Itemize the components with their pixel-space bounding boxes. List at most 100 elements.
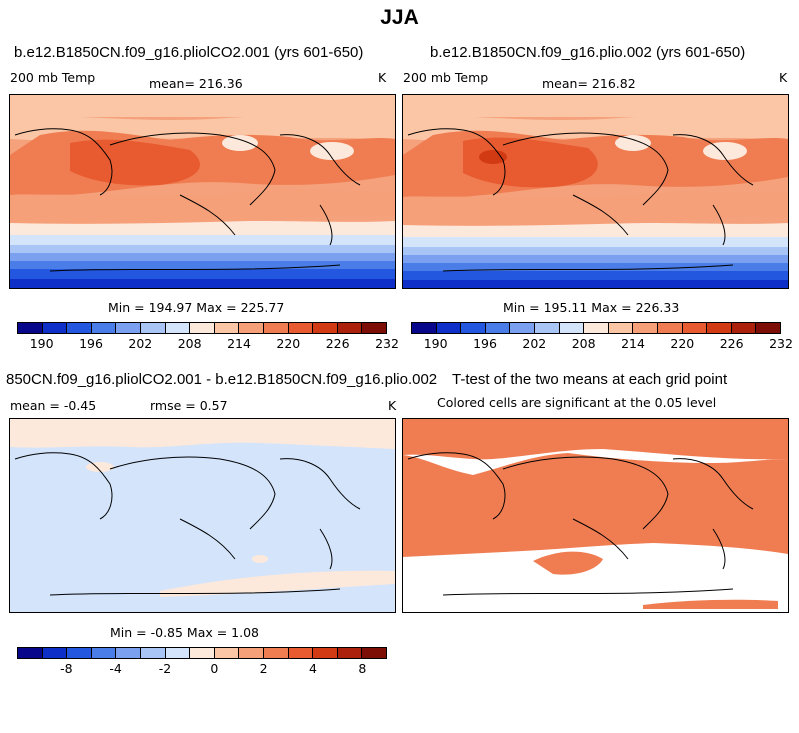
panel-1-variable: 200 mb Temp <box>10 70 96 85</box>
colorbar-3-swatch <box>239 648 264 658</box>
colorbar-1-swatch <box>313 323 338 333</box>
colorbar-2-tick-label: 202 <box>522 336 547 351</box>
colorbar-2-tick-label: 232 <box>769 336 793 351</box>
panel-2-mean-value: 216.82 <box>591 76 636 91</box>
colorbar-3-swatch <box>91 648 117 658</box>
colorbar-3-swatch <box>67 648 92 658</box>
colorbar-3-swatch <box>165 648 191 658</box>
colorbar-1-ticks: 190 196 202 208 214 220 226 232 <box>17 336 399 352</box>
colorbar-2-tick-label: 220 <box>670 336 695 351</box>
panel-1-mean-label: mean= <box>149 76 195 91</box>
colorbar-1-tick-label: 214 <box>227 336 251 351</box>
panel-1-min-max: Min = 194.97 Max = 225.77 <box>108 300 285 315</box>
colorbar-1-tick-label: 196 <box>79 336 103 351</box>
panel-3-title: 850CN.f09_g16.pliolCO2.001 - b.e12.B1850… <box>6 371 438 388</box>
colorbar-1-swatch <box>263 323 289 333</box>
panel-4-map <box>402 418 789 613</box>
colorbar-2-swatch <box>412 323 437 333</box>
colorbar-2-tick-label: 208 <box>571 336 596 351</box>
colorbar-1-swatch <box>42 323 68 333</box>
colorbar-1-swatch <box>239 323 264 333</box>
colorbar-3-swatch <box>313 648 338 658</box>
panel-2-mean-label: mean= <box>542 76 588 91</box>
colorbar-3-tick-label: -2 <box>158 661 172 676</box>
colorbar-2-tick-label: 190 <box>423 336 448 351</box>
colorbar-2-tick-label: 226 <box>719 336 744 351</box>
colorbar-3-swatch <box>263 648 289 658</box>
colorbar-1-swatch <box>116 323 141 333</box>
colorbar-1-swatch <box>165 323 191 333</box>
panel-1-mean-value: 216.36 <box>198 76 243 91</box>
colorbar-2-swatch <box>608 323 634 333</box>
colorbar-1 <box>17 322 387 334</box>
colorbar-3-tick-label: -4 <box>109 661 122 676</box>
colorbar-1-swatch <box>288 323 314 333</box>
colorbar-2-swatch <box>756 323 780 333</box>
panel-4-title: T-test of the two means at each grid poi… <box>452 371 728 388</box>
colorbar-1-swatch <box>91 323 117 333</box>
panel-1-mean: mean= 216.36 <box>149 76 243 91</box>
colorbar-3-swatch <box>337 648 363 658</box>
colorbar-1-tick-label: 232 <box>375 336 399 351</box>
colorbar-3-swatch <box>362 648 386 658</box>
colorbar-1-swatch <box>140 323 166 333</box>
colorbar-3 <box>17 647 387 659</box>
colorbar-2-swatch <box>534 323 560 333</box>
colorbar-2-swatch <box>461 323 486 333</box>
colorbar-3-swatch <box>190 648 215 658</box>
colorbar-2-swatch <box>510 323 535 333</box>
panel-2-title: b.e12.B1850CN.f09_g16.plio.002 (yrs 601-… <box>430 44 746 61</box>
panel-1-title: b.e12.B1850CN.f09_g16.pliolCO2.001 (yrs … <box>14 44 364 61</box>
colorbar-3-ticks: -8 -4 -2 0 2 4 8 <box>17 661 385 677</box>
panel-3-rmse: rmse = 0.57 <box>150 398 228 413</box>
colorbar-2-swatch <box>485 323 511 333</box>
colorbar-3-swatch <box>18 648 43 658</box>
figure-title: JJA <box>380 6 419 29</box>
colorbar-1-tick-label: 226 <box>325 336 350 351</box>
colorbar-3-tick-label: 0 <box>210 661 219 676</box>
panel-1-units: K <box>378 70 387 85</box>
panel-2-mean: mean= 216.82 <box>542 76 636 91</box>
colorbar-2-tick-label: 214 <box>621 336 645 351</box>
colorbar-2-swatch <box>682 323 708 333</box>
colorbar-3-swatch <box>214 648 240 658</box>
colorbar-2-swatch <box>707 323 732 333</box>
colorbar-2-swatch <box>584 323 609 333</box>
colorbar-2-tick-label: 196 <box>473 336 497 351</box>
colorbar-1-swatch <box>190 323 215 333</box>
colorbar-2-ticks: 190 196 202 208 214 220 226 232 <box>411 336 793 352</box>
colorbar-2-swatch <box>731 323 757 333</box>
colorbar-1-tick-label: 190 <box>29 336 54 351</box>
panel-3-units: K <box>388 398 397 413</box>
colorbar-1-swatch <box>337 323 363 333</box>
panel-3-mean: mean = -0.45 <box>10 398 97 413</box>
panel-2-min-max: Min = 195.11 Max = 226.33 <box>503 300 680 315</box>
colorbar-1-tick-label: 220 <box>276 336 301 351</box>
colorbar-3-swatch <box>140 648 166 658</box>
panel-3-min-max: Min = -0.85 Max = 1.08 <box>110 625 260 640</box>
colorbar-3-tick-label: -8 <box>60 661 73 676</box>
colorbar-1-swatch <box>362 323 386 333</box>
colorbar-3-swatch <box>42 648 68 658</box>
colorbar-1-tick-label: 202 <box>128 336 153 351</box>
panel-4-subtitle: Colored cells are significant at the 0.0… <box>437 395 717 410</box>
panel-2-units: K <box>779 70 788 85</box>
colorbar-3-swatch <box>116 648 141 658</box>
panel-1-map <box>9 94 396 289</box>
colorbar-3-tick-label: 2 <box>259 661 268 676</box>
colorbar-2-swatch <box>436 323 462 333</box>
colorbar-2 <box>411 322 781 334</box>
panel-2-variable: 200 mb Temp <box>403 70 489 85</box>
colorbar-3-tick-label: 4 <box>309 661 317 676</box>
colorbar-1-tick-label: 208 <box>177 336 202 351</box>
colorbar-1-swatch <box>214 323 240 333</box>
colorbar-1-swatch <box>67 323 92 333</box>
panel-2-map <box>402 94 789 289</box>
colorbar-1-swatch <box>18 323 43 333</box>
colorbar-2-swatch <box>633 323 658 333</box>
colorbar-2-swatch <box>657 323 683 333</box>
colorbar-3-tick-label: 8 <box>358 661 367 676</box>
colorbar-3-swatch <box>288 648 314 658</box>
panel-3-map <box>9 418 396 613</box>
colorbar-2-swatch <box>559 323 585 333</box>
